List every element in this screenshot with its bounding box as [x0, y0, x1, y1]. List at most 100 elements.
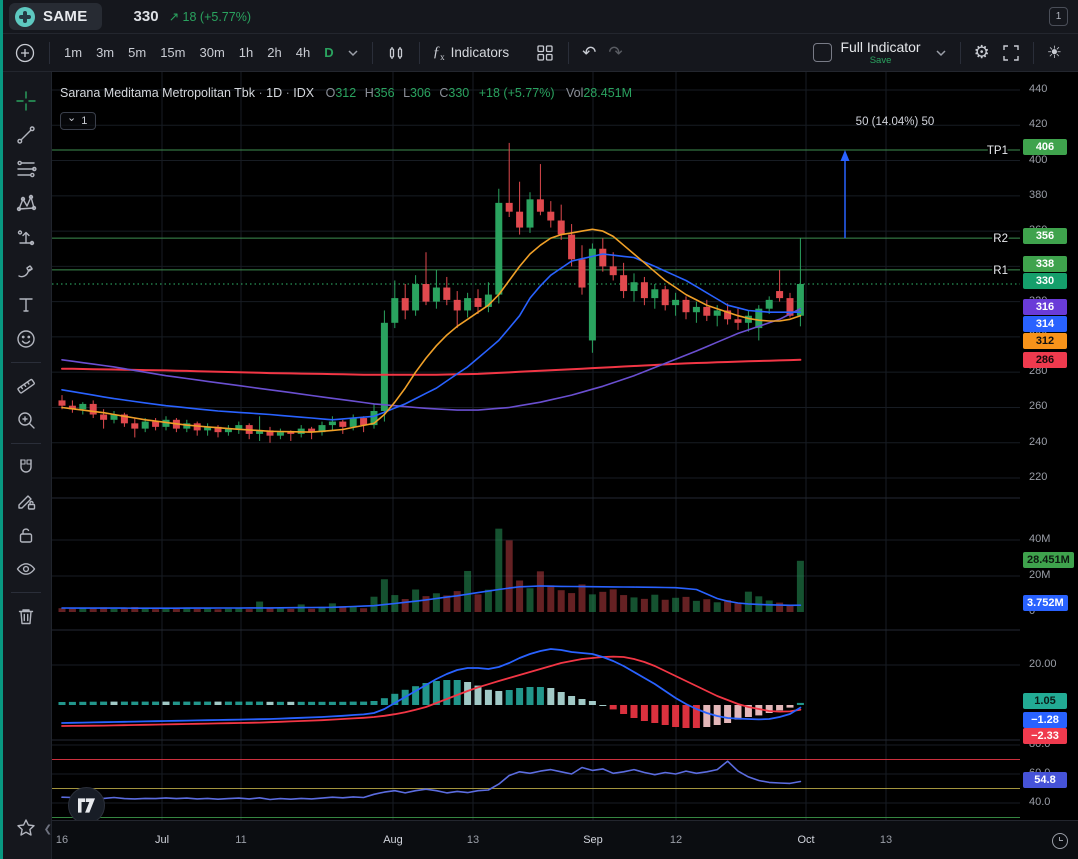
high-value: 356 — [373, 86, 395, 100]
tool-measure-ruler[interactable] — [8, 369, 44, 403]
timeframe-3m[interactable]: 3m — [96, 45, 115, 60]
full-indicator-control[interactable]: Full Indicator Save — [840, 40, 920, 66]
axis-tick: 0 — [1029, 605, 1036, 617]
tradingview-logo[interactable] — [68, 787, 105, 824]
chart-area[interactable]: TP1 R2 R1 50 (14.04%) 50 Sarana Meditama… — [52, 72, 1020, 824]
toolbar-separator — [418, 41, 420, 64]
symbol-button[interactable]: SAME — [9, 3, 102, 30]
tool-crosshair[interactable] — [8, 84, 44, 118]
full-indicator-label: Full Indicator — [840, 38, 921, 55]
tool-fib-lines[interactable] — [8, 152, 44, 186]
tool-emoji[interactable] — [8, 322, 44, 356]
toolbar-divider — [10, 362, 41, 363]
axis-tick: 280 — [1029, 365, 1048, 378]
toolbar-separator — [959, 41, 961, 64]
symbol-name: SAME — [43, 8, 88, 25]
axis-tick: 220 — [1029, 471, 1048, 483]
toolbar-separator — [49, 41, 50, 64]
time-tick-Aug: Aug — [383, 834, 403, 846]
price-label-chip: 3.752M — [1023, 595, 1068, 611]
chart-canvas[interactable]: TP1 R2 R1 50 (14.04%) 50 — [52, 72, 1020, 820]
price-label-chip: 286 — [1023, 352, 1067, 368]
chart-toolbar: 1m 3m 5m 15m 30m 1h 2h 4h D ƒx Indicators ↶ ↷ Fu… — [0, 34, 1078, 72]
price-scale[interactable]: 44042040038036034032030028026024022040M2… — [1020, 72, 1078, 820]
favorites-star-button[interactable] — [8, 811, 44, 845]
redo-button[interactable]: ↷ — [608, 42, 623, 62]
price-label-chip: 338 — [1023, 256, 1067, 272]
tool-projection[interactable] — [8, 220, 44, 254]
toolbar-separator — [1032, 41, 1034, 64]
svg-text:TP1: TP1 — [987, 145, 1008, 157]
open-label: O — [325, 86, 336, 100]
low-label: L — [403, 86, 411, 100]
timeframe-menu-chevron[interactable] — [341, 45, 365, 61]
tool-magnet[interactable] — [8, 450, 44, 484]
timeframe-4h[interactable]: 4h — [295, 45, 311, 60]
full-indicator-chevron[interactable] — [929, 45, 953, 61]
tool-trend-line[interactable] — [8, 118, 44, 152]
timeframe-1m[interactable]: 1m — [64, 45, 83, 60]
theme-toggle-button[interactable]: ☀ — [1046, 42, 1062, 62]
settings-gear-button[interactable]: ⚙ — [973, 42, 990, 62]
toolbar-divider — [10, 592, 41, 593]
timeframe-15m[interactable]: 15m — [160, 45, 186, 60]
full-indicator-checkbox[interactable] — [813, 43, 833, 62]
tool-hide-drawings-eye[interactable] — [8, 552, 44, 586]
tool-text[interactable] — [8, 288, 44, 322]
chart-style-button[interactable] — [380, 39, 412, 67]
svg-text:R2: R2 — [993, 233, 1008, 245]
price-label-chip: 330 — [1023, 273, 1067, 289]
time-scale[interactable]: 16 Jul 11 Aug 13 Sep 12 Oct 13 — [52, 820, 1078, 859]
price-change: ↗ 18 (+5.77%) — [169, 9, 251, 24]
clock-icon[interactable] — [1052, 833, 1068, 849]
price-label-chip: −2.33 — [1023, 728, 1067, 744]
indicators-button[interactable]: ƒx Indicators — [427, 40, 516, 66]
top-bar: SAME 330 ↗ 18 (+5.77%) 1 — [0, 0, 1078, 34]
tool-brush[interactable] — [8, 254, 44, 288]
indicator-count: 1 — [81, 114, 88, 127]
close-label: C — [439, 86, 449, 100]
timeframe-1h[interactable]: 1h — [238, 45, 254, 60]
legend-interval: 1D — [266, 86, 283, 100]
price-label-chip: 314 — [1023, 316, 1067, 332]
axis-tick: 440 — [1029, 83, 1048, 95]
layout-grid-button[interactable] — [529, 39, 561, 67]
tool-xabcd-pattern[interactable] — [8, 186, 44, 220]
axis-tick: 260 — [1029, 400, 1048, 413]
legend-title: Sarana Meditama Metropolitan Tbk — [60, 86, 256, 100]
fullscreen-button[interactable] — [996, 40, 1026, 66]
price-label-chip: 312 — [1023, 333, 1067, 349]
symbol-logo-icon — [15, 6, 35, 27]
axis-tick: 20.00 — [1029, 658, 1057, 670]
symbol-legend[interactable]: Sarana Meditama Metropolitan Tbk · 1D · … — [60, 86, 633, 100]
svg-text:50 (14.04%) 50: 50 (14.04%) 50 — [856, 116, 935, 128]
time-tick-13: 13 — [466, 834, 480, 846]
time-tick-12: 12 — [669, 834, 683, 846]
tool-zoom-in[interactable] — [8, 403, 44, 437]
toolbar-collapse-chevron[interactable]: ❮ — [43, 824, 52, 835]
price-label-chip: 54.8 — [1023, 772, 1067, 788]
add-symbol-button[interactable] — [8, 38, 42, 68]
save-label[interactable]: Save — [869, 54, 892, 66]
svg-text:R1: R1 — [993, 265, 1008, 277]
fx-icon: ƒx — [432, 43, 445, 62]
axis-tick: 40M — [1029, 533, 1051, 545]
chevron-down-icon: ⌄ — [67, 112, 77, 124]
layout-count-badge[interactable]: 1 — [1049, 7, 1068, 26]
indicator-collapse-chip[interactable]: ⌄ 1 — [60, 111, 97, 130]
timeframe-D[interactable]: D — [324, 45, 334, 60]
toolbar-separator — [371, 41, 373, 64]
tool-remove-trash[interactable] — [8, 599, 44, 633]
timeframe-5m[interactable]: 5m — [128, 45, 147, 60]
timeframe-row: 1m 3m 5m 15m 30m 1h 2h 4h D — [57, 41, 341, 64]
tool-drawing-mode-lock[interactable] — [8, 484, 44, 518]
timeframe-30m[interactable]: 30m — [199, 45, 225, 60]
timeframe-2h[interactable]: 2h — [267, 45, 282, 60]
axis-tick: 20M — [1029, 569, 1051, 581]
drawing-toolbar: ❮ — [0, 72, 52, 859]
toolbar-divider — [10, 443, 41, 444]
undo-button[interactable]: ↶ — [582, 42, 597, 62]
tool-lock-all[interactable] — [8, 518, 44, 552]
high-label: H — [364, 86, 374, 100]
